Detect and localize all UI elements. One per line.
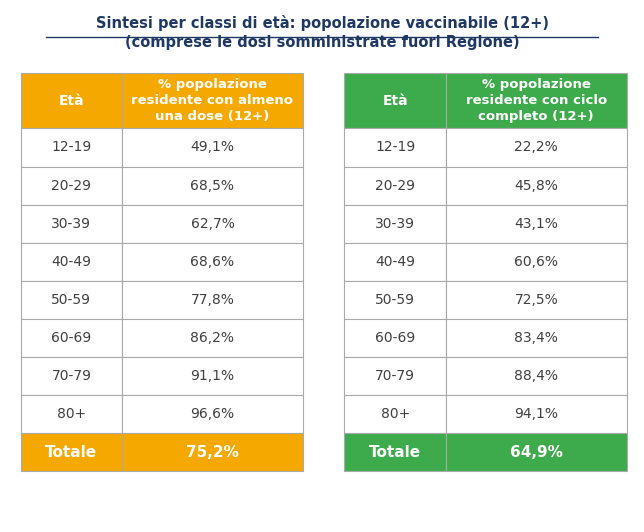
Bar	[446, 167, 627, 205]
Text: 49,1%: 49,1%	[191, 140, 234, 154]
Text: 22,2%: 22,2%	[515, 140, 558, 154]
Text: 60-69: 60-69	[52, 331, 91, 345]
Text: 43,1%: 43,1%	[515, 217, 558, 231]
Text: 60-69: 60-69	[375, 331, 415, 345]
Text: 86,2%: 86,2%	[191, 331, 234, 345]
Text: 91,1%: 91,1%	[191, 369, 234, 383]
Bar	[21, 395, 122, 433]
Text: 30-39: 30-39	[52, 217, 91, 231]
Text: 60,6%: 60,6%	[515, 255, 558, 269]
Bar	[446, 73, 627, 128]
Bar	[122, 128, 303, 167]
Text: 70-79: 70-79	[375, 369, 415, 383]
Bar	[122, 433, 303, 471]
Bar	[446, 319, 627, 357]
Text: 12-19: 12-19	[375, 140, 415, 154]
Bar	[345, 128, 446, 167]
Bar	[345, 357, 446, 395]
Bar	[345, 243, 446, 281]
Bar	[21, 357, 122, 395]
Bar	[446, 128, 627, 167]
Text: 50-59: 50-59	[375, 293, 415, 307]
Bar	[21, 433, 122, 471]
Bar	[122, 319, 303, 357]
Text: 12-19: 12-19	[52, 140, 91, 154]
Bar	[21, 319, 122, 357]
Bar	[122, 395, 303, 433]
Text: 70-79: 70-79	[52, 369, 91, 383]
Text: 80+: 80+	[57, 407, 86, 421]
Bar	[21, 243, 122, 281]
Text: % popolazione
residente con almeno
una dose (12+): % popolazione residente con almeno una d…	[131, 78, 294, 123]
Bar	[21, 205, 122, 243]
Text: 62,7%: 62,7%	[191, 217, 234, 231]
Text: Sintesi per classi di età: popolazione vaccinabile (12+)
(comprese le dosi sommi: Sintesi per classi di età: popolazione v…	[95, 14, 549, 51]
Bar	[122, 73, 303, 128]
Bar	[21, 73, 122, 128]
Text: 20-29: 20-29	[52, 179, 91, 193]
Text: 96,6%: 96,6%	[191, 407, 234, 421]
Text: 80+: 80+	[381, 407, 410, 421]
Bar	[345, 73, 446, 128]
Bar	[446, 357, 627, 395]
Bar	[21, 128, 122, 167]
Bar	[21, 281, 122, 319]
Bar	[21, 167, 122, 205]
Bar	[345, 319, 446, 357]
Text: 75,2%: 75,2%	[186, 445, 239, 460]
Text: 83,4%: 83,4%	[515, 331, 558, 345]
Bar	[446, 205, 627, 243]
Bar	[345, 281, 446, 319]
Text: Totale: Totale	[369, 445, 421, 460]
Bar	[446, 433, 627, 471]
Bar	[345, 395, 446, 433]
Bar	[446, 395, 627, 433]
Bar	[345, 433, 446, 471]
Text: % popolazione
residente con ciclo
completo (12+): % popolazione residente con ciclo comple…	[466, 78, 607, 123]
Bar	[122, 167, 303, 205]
Text: 88,4%: 88,4%	[515, 369, 558, 383]
Text: 68,5%: 68,5%	[191, 179, 234, 193]
Text: Totale: Totale	[45, 445, 97, 460]
Text: 50-59: 50-59	[52, 293, 91, 307]
Bar	[345, 205, 446, 243]
Text: 40-49: 40-49	[52, 255, 91, 269]
Bar	[122, 357, 303, 395]
Bar	[122, 205, 303, 243]
Text: 94,1%: 94,1%	[515, 407, 558, 421]
Text: 40-49: 40-49	[375, 255, 415, 269]
Text: 64,9%: 64,9%	[510, 445, 563, 460]
Bar	[345, 167, 446, 205]
Text: 72,5%: 72,5%	[515, 293, 558, 307]
Text: 20-29: 20-29	[375, 179, 415, 193]
Bar	[122, 243, 303, 281]
Text: Età: Età	[383, 94, 408, 107]
Text: 30-39: 30-39	[375, 217, 415, 231]
Text: Età: Età	[59, 94, 84, 107]
Bar	[122, 281, 303, 319]
Text: 77,8%: 77,8%	[191, 293, 234, 307]
Text: 45,8%: 45,8%	[515, 179, 558, 193]
Bar	[446, 281, 627, 319]
Bar	[446, 243, 627, 281]
Text: 68,6%: 68,6%	[191, 255, 234, 269]
